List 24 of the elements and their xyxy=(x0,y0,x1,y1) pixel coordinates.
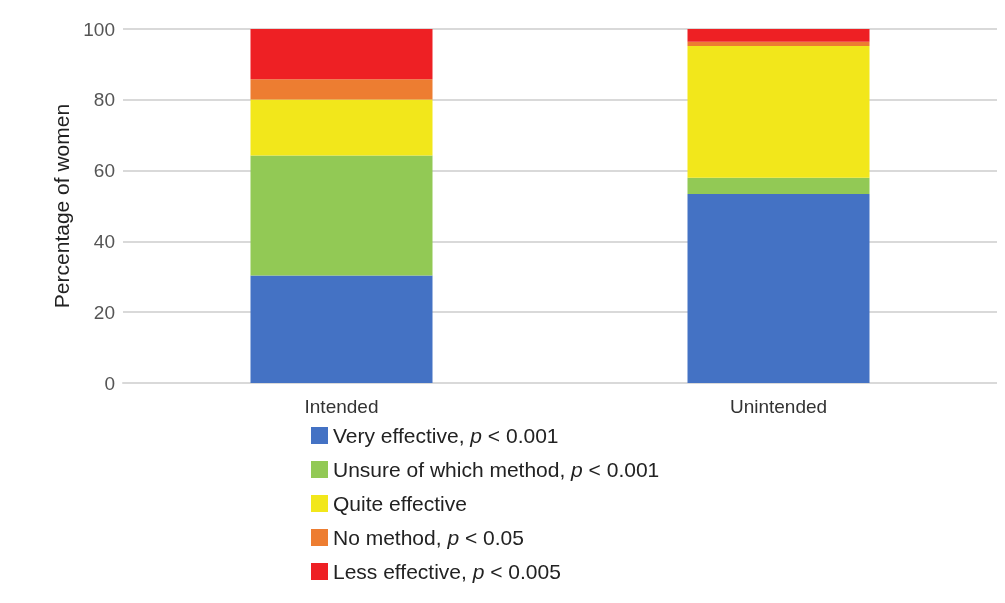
y-tick-label: 20 xyxy=(93,301,115,323)
y-tick-label: 40 xyxy=(93,230,115,252)
bar xyxy=(687,177,870,194)
legend-label: Very effective, p < 0.001 xyxy=(333,424,559,447)
y-tick-label: 100 xyxy=(83,18,115,40)
bar xyxy=(250,275,433,383)
legend-label: Quite effective xyxy=(333,492,467,515)
y-tick-label: 0 xyxy=(104,372,115,394)
bar xyxy=(687,45,870,178)
bar xyxy=(250,155,433,276)
y-tick-label: 80 xyxy=(93,89,115,111)
legend-label: No method, p < 0.05 xyxy=(333,526,524,549)
bar xyxy=(250,99,433,156)
x-tick-label: Intended xyxy=(304,396,379,417)
bar xyxy=(687,41,870,46)
bar xyxy=(687,29,870,42)
y-axis-title: Percentage of women xyxy=(50,103,74,309)
bar xyxy=(687,193,870,383)
y-tick-label: 60 xyxy=(93,160,115,182)
legend-label: Unsure of which method, p < 0.001 xyxy=(333,458,660,481)
bar xyxy=(250,79,433,100)
bar xyxy=(250,29,433,80)
legend-label: Less effective, p < 0.005 xyxy=(333,560,561,583)
x-tick-label: Unintended xyxy=(729,396,828,417)
